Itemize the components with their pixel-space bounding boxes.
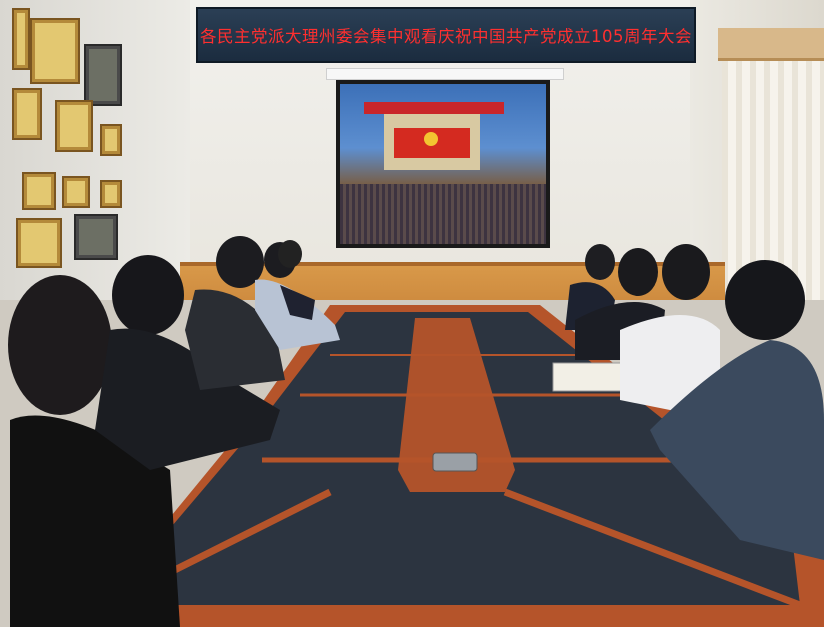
attendee-left-1 <box>8 275 180 627</box>
conference-phone-icon <box>432 452 478 472</box>
party-emblem-icon <box>424 132 438 146</box>
table-divider <box>503 488 802 609</box>
plaque <box>12 88 42 140</box>
table-center-inlay <box>398 318 515 492</box>
plaque <box>100 180 122 208</box>
broadcast-audience <box>340 184 546 244</box>
plaque <box>84 44 122 106</box>
curtain <box>722 60 824 300</box>
notebook <box>552 362 624 392</box>
plaque <box>55 100 93 152</box>
attendee-left-2 <box>95 255 280 470</box>
led-banner: 各民主党派大理州委会集中观看庆祝中国共产党成立105周年大会 <box>196 7 696 63</box>
plaque <box>100 124 122 156</box>
projector-screen-case <box>326 68 564 80</box>
wainscot-trim <box>180 262 725 266</box>
broadcast-image <box>340 84 546 244</box>
plaque <box>12 8 30 70</box>
plaque <box>74 214 118 260</box>
broadcast-slogan <box>364 102 504 114</box>
plaque <box>22 172 56 210</box>
projection-screen <box>336 80 550 248</box>
curtain-valance <box>718 28 824 61</box>
plaque <box>62 176 90 208</box>
plaque <box>30 18 80 84</box>
attendee-right-1 <box>565 244 615 330</box>
attendee-right-4 <box>650 260 824 560</box>
plaque <box>16 218 62 268</box>
attendee-left-5 <box>278 240 315 320</box>
banner-text: 各民主党派大理州委会集中观看庆祝中国共产党成立105周年大会 <box>200 27 692 46</box>
